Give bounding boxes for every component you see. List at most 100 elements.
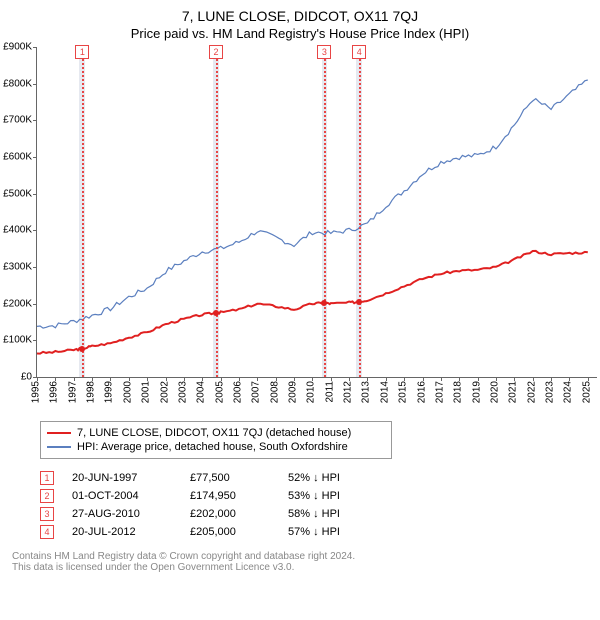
y-tick	[33, 157, 37, 158]
x-tick-label: 2008	[269, 381, 280, 403]
legend: 7, LUNE CLOSE, DIDCOT, OX11 7QJ (detache…	[40, 421, 392, 459]
y-tick	[33, 230, 37, 231]
legend-swatch	[47, 432, 71, 434]
transaction-point	[79, 346, 85, 352]
chart-title: 7, LUNE CLOSE, DIDCOT, OX11 7QJ	[0, 0, 600, 24]
y-tick	[33, 304, 37, 305]
x-tick-label: 2020	[490, 381, 501, 403]
row-pct: 53% ↓ HPI	[288, 490, 378, 502]
table-row: 2 01-OCT-2004 £174,950 53% ↓ HPI	[40, 487, 600, 505]
y-tick-label: £800K	[3, 78, 32, 89]
chart-container: 7, LUNE CLOSE, DIDCOT, OX11 7QJ Price pa…	[0, 0, 600, 573]
x-tick-label: 2003	[177, 381, 188, 403]
y-tick-label: £500K	[3, 188, 32, 199]
x-tick-label: 2011	[324, 381, 335, 403]
x-tick-label: 1997	[67, 381, 78, 403]
chart-plot-area: 1234 £0£100K£200K£300K£400K£500K£600K£70…	[36, 47, 596, 377]
footer-text: Contains HM Land Registry data © Crown c…	[12, 551, 600, 573]
row-marker: 1	[40, 471, 54, 485]
y-tick-label: £200K	[3, 298, 32, 309]
footer-line-1: Contains HM Land Registry data © Crown c…	[12, 551, 600, 562]
row-price: £202,000	[190, 508, 270, 520]
y-tick	[33, 47, 37, 48]
transaction-vline	[324, 47, 326, 377]
legend-label: HPI: Average price, detached house, Sout…	[77, 441, 348, 453]
x-tick-label: 2004	[196, 381, 207, 403]
legend-label: 7, LUNE CLOSE, DIDCOT, OX11 7QJ (detache…	[77, 427, 351, 439]
transaction-marker: 3	[317, 45, 331, 59]
footer-line-2: This data is licensed under the Open Gov…	[12, 562, 600, 573]
x-tick-label: 1995	[31, 381, 42, 403]
row-price: £205,000	[190, 526, 270, 538]
transaction-marker: 2	[209, 45, 223, 59]
x-tick-label: 2018	[453, 381, 464, 403]
y-tick-label: £600K	[3, 152, 32, 163]
row-price: £77,500	[190, 472, 270, 484]
table-row: 3 27-AUG-2010 £202,000 58% ↓ HPI	[40, 505, 600, 523]
x-tick-label: 1998	[86, 381, 97, 403]
chart-subtitle: Price paid vs. HM Land Registry's House …	[0, 24, 600, 47]
transaction-point	[213, 310, 219, 316]
hpi-line	[37, 80, 588, 328]
x-tick-label: 2001	[141, 381, 152, 403]
legend-item: HPI: Average price, detached house, Sout…	[47, 440, 385, 454]
x-tick-label: 2010	[306, 381, 317, 403]
y-tick-label: £900K	[3, 42, 32, 53]
transaction-vline	[359, 47, 361, 377]
x-tick-label: 2006	[232, 381, 243, 403]
legend-item: 7, LUNE CLOSE, DIDCOT, OX11 7QJ (detache…	[47, 426, 385, 440]
x-tick-label: 2017	[434, 381, 445, 403]
y-tick	[33, 84, 37, 85]
row-marker: 2	[40, 489, 54, 503]
x-tick-label: 2009	[288, 381, 299, 403]
x-tick-label: 2015	[398, 381, 409, 403]
transaction-marker: 4	[352, 45, 366, 59]
transaction-vline	[216, 47, 218, 377]
property-line	[37, 251, 588, 354]
table-row: 1 20-JUN-1997 £77,500 52% ↓ HPI	[40, 469, 600, 487]
row-date: 20-JUL-2012	[72, 526, 172, 538]
y-tick-label: £100K	[3, 335, 32, 346]
x-tick-label: 2023	[545, 381, 556, 403]
y-tick-label: £300K	[3, 262, 32, 273]
x-tick-label: 2021	[508, 381, 519, 403]
x-tick-label: 2002	[159, 381, 170, 403]
y-tick-label: £700K	[3, 115, 32, 126]
x-tick-label: 2024	[563, 381, 574, 403]
x-tick-label: 1999	[104, 381, 115, 403]
row-marker: 4	[40, 525, 54, 539]
y-tick	[33, 120, 37, 121]
plot-box: 1 2 3 4	[36, 47, 597, 378]
x-tick-label: 2022	[526, 381, 537, 403]
legend-swatch	[47, 446, 71, 448]
x-tick-label: 2007	[251, 381, 262, 403]
table-row: 4 20-JUL-2012 £205,000 57% ↓ HPI	[40, 523, 600, 541]
x-tick-label: 2019	[471, 381, 482, 403]
row-price: £174,950	[190, 490, 270, 502]
x-tick-label: 2014	[379, 381, 390, 403]
x-tick-label: 2000	[122, 381, 133, 403]
y-tick-label: £400K	[3, 225, 32, 236]
row-pct: 52% ↓ HPI	[288, 472, 378, 484]
transaction-table: 1 20-JUN-1997 £77,500 52% ↓ HPI 2 01-OCT-2004…	[40, 469, 600, 541]
y-tick	[33, 267, 37, 268]
row-pct: 58% ↓ HPI	[288, 508, 378, 520]
row-marker: 3	[40, 507, 54, 521]
transaction-point	[321, 300, 327, 306]
x-tick-label: 2012	[343, 381, 354, 403]
x-tick-label: 2016	[416, 381, 427, 403]
x-tick-label: 2025	[581, 381, 592, 403]
row-date: 20-JUN-1997	[72, 472, 172, 484]
chart-lines	[37, 47, 597, 377]
y-tick	[33, 194, 37, 195]
row-pct: 57% ↓ HPI	[288, 526, 378, 538]
x-tick-label: 2005	[214, 381, 225, 403]
row-date: 01-OCT-2004	[72, 490, 172, 502]
x-tick-label: 1996	[49, 381, 60, 403]
transaction-marker: 1	[75, 45, 89, 59]
transaction-point	[356, 299, 362, 305]
x-tick-label: 2013	[361, 381, 372, 403]
row-date: 27-AUG-2010	[72, 508, 172, 520]
y-tick	[33, 340, 37, 341]
transaction-vline	[82, 47, 84, 377]
